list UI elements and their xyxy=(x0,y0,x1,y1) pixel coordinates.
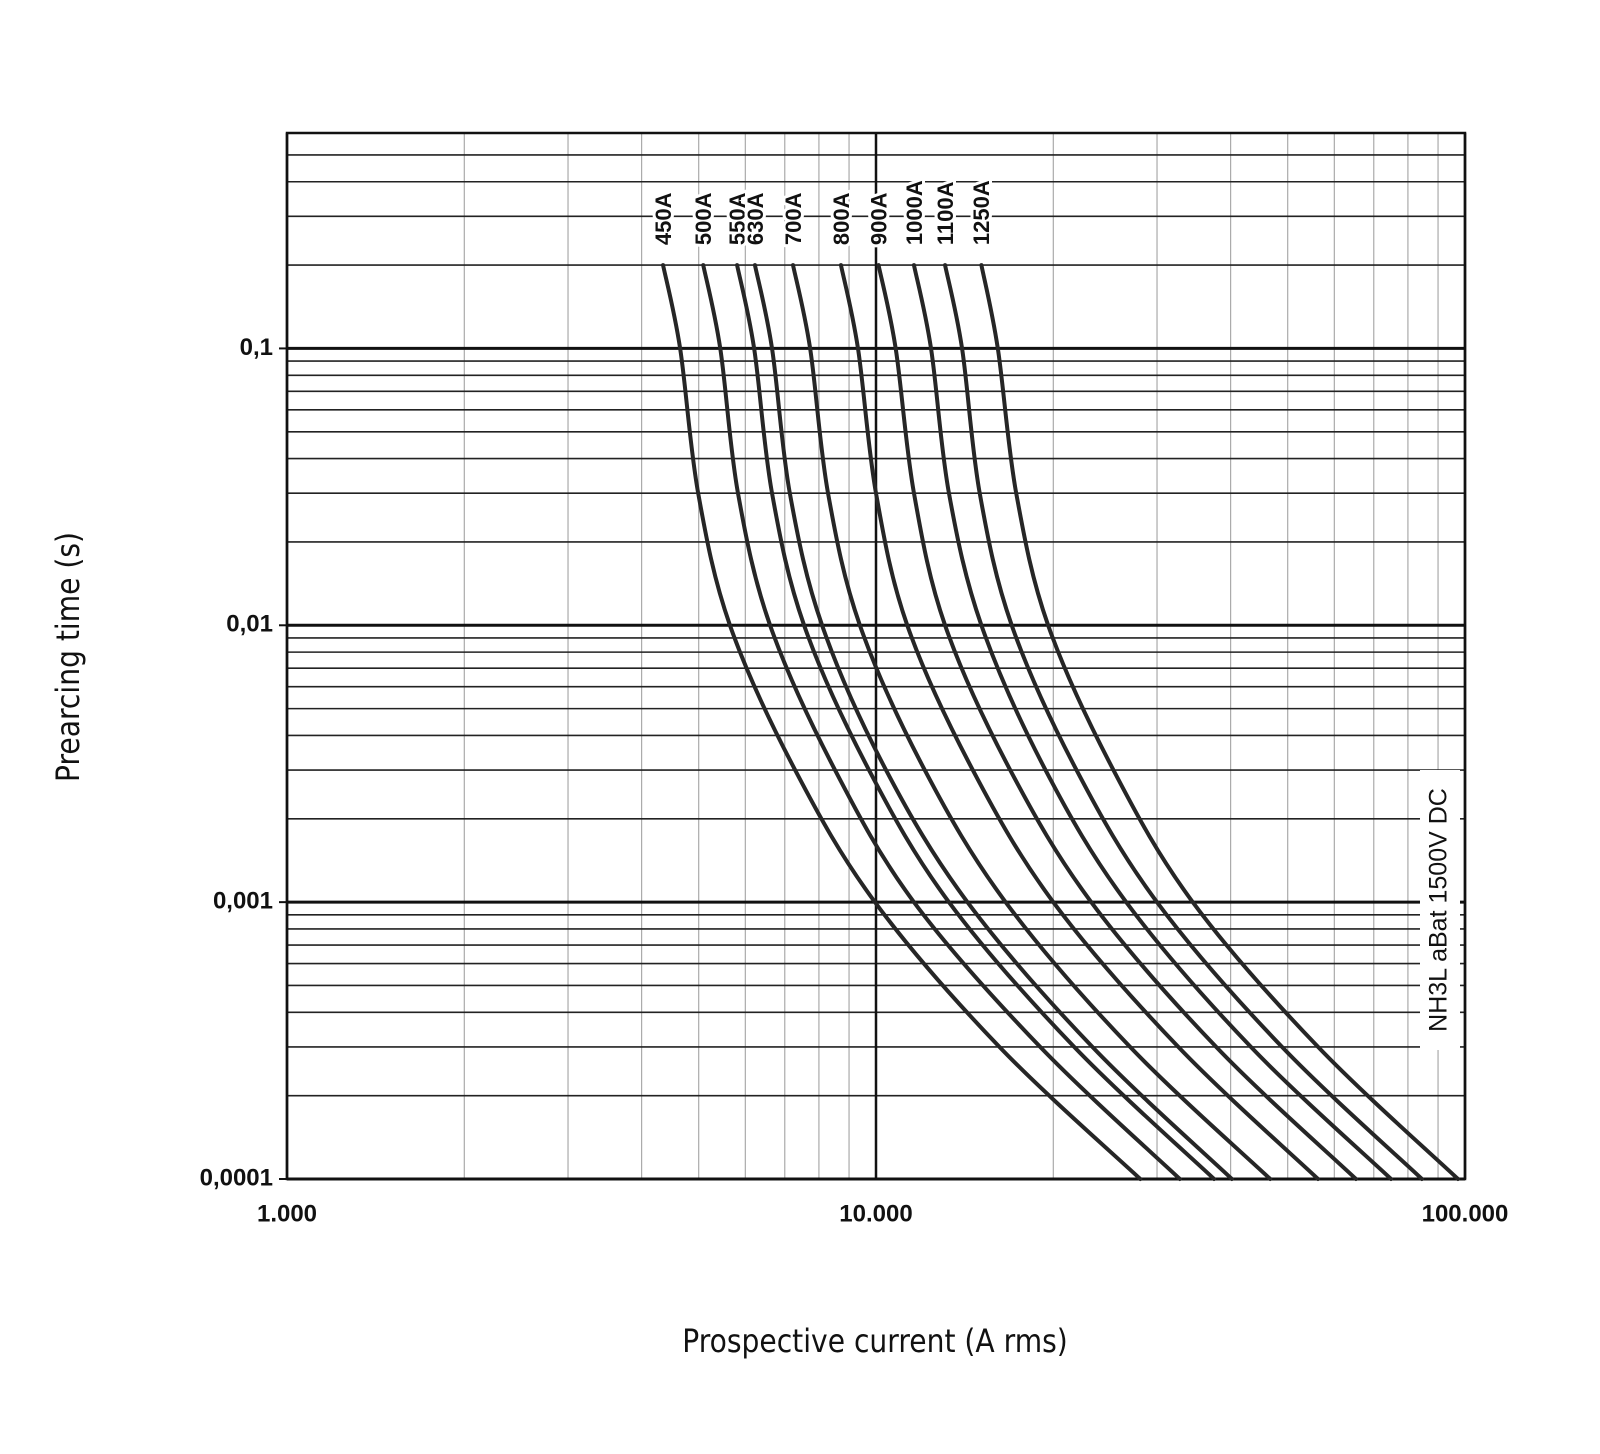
series-label: 450A xyxy=(651,192,676,245)
x-tick-label: 100.000 xyxy=(1422,1200,1509,1227)
y-tick-label: 0,1 xyxy=(240,334,273,361)
x-tick-label: 1.000 xyxy=(257,1200,317,1227)
curve xyxy=(661,263,1143,1181)
curve xyxy=(735,263,1217,1181)
annotation: NH3L aBat 1500V DC xyxy=(1425,788,1453,1032)
series-label: 500A xyxy=(691,192,716,245)
curve xyxy=(943,263,1424,1181)
curve xyxy=(701,263,1182,1181)
curve xyxy=(876,263,1358,1181)
y-tick-label: 0,01 xyxy=(226,611,273,638)
series-label: 1100A xyxy=(933,181,958,245)
series-label: 900A xyxy=(866,192,891,245)
plot-frame xyxy=(285,131,1467,1181)
series-label: 550A xyxy=(725,192,750,245)
series-label: 800A xyxy=(829,192,854,245)
series-label: 1250A xyxy=(969,180,994,245)
y-tick-label: 0,0001 xyxy=(200,1164,273,1191)
series-label: 1000A xyxy=(902,180,927,245)
series-label: 700A xyxy=(781,192,806,245)
y-tick-label: 0,001 xyxy=(213,887,273,914)
series-label: 630A xyxy=(743,192,768,245)
x-axis-title: Prospective current (A rms) xyxy=(682,1323,1068,1360)
y-axis-title: Prearcing time (s) xyxy=(50,532,87,782)
curve xyxy=(838,263,1321,1181)
curve xyxy=(752,263,1234,1181)
curve xyxy=(979,263,1460,1181)
curve xyxy=(791,263,1273,1181)
x-tick-label: 10.000 xyxy=(839,1200,912,1227)
annotation-background xyxy=(1420,770,1460,1050)
curve xyxy=(911,263,1394,1181)
